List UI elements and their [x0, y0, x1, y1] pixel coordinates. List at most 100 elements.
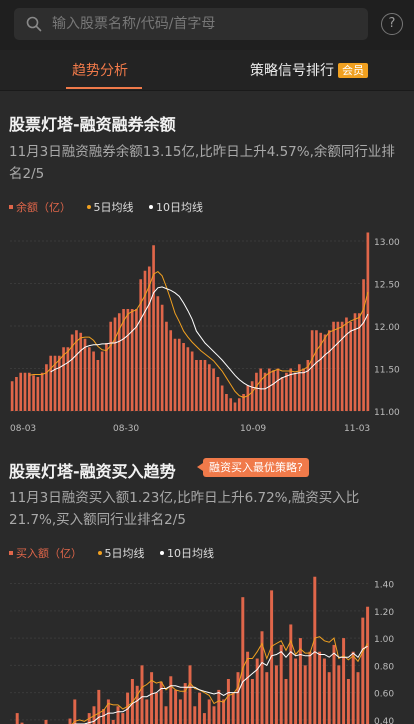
bar — [126, 309, 130, 411]
bar — [336, 321, 340, 411]
bar — [332, 644, 336, 724]
bar — [96, 360, 100, 411]
bar — [285, 372, 288, 411]
ma10-line — [50, 286, 369, 390]
bar — [340, 321, 344, 411]
y-tick-label: 12.00 — [374, 323, 400, 333]
search-box[interactable] — [14, 8, 368, 40]
bar — [10, 381, 14, 411]
bar — [130, 309, 134, 411]
bar — [62, 347, 65, 411]
bar — [357, 313, 361, 411]
x-tick-label: 10-09 — [240, 424, 266, 434]
bar — [182, 343, 185, 411]
bar — [237, 398, 241, 411]
bar — [122, 309, 125, 411]
bar — [177, 338, 181, 411]
bar — [15, 377, 18, 411]
bar — [178, 699, 182, 724]
bar — [40, 372, 44, 411]
bar — [351, 651, 355, 724]
bar — [276, 368, 280, 411]
bar — [154, 692, 158, 724]
bar — [233, 402, 237, 411]
legend-ma5: 5日均线 — [86, 201, 134, 214]
bar — [49, 355, 53, 411]
top-bar: ? — [0, 0, 414, 50]
y-tick-label: 13.00 — [374, 238, 400, 248]
bar — [195, 360, 198, 411]
bar — [236, 672, 240, 724]
tab-strategy-ranking-label: 策略信号排行 — [250, 63, 334, 79]
bar — [231, 692, 235, 724]
bar — [327, 330, 331, 411]
bar — [366, 606, 370, 724]
tab-bar: 趋势分析 策略信号排行 会员 — [0, 50, 414, 91]
bar — [156, 296, 160, 411]
bar — [53, 355, 57, 411]
bar — [265, 672, 269, 724]
margin-buy-legend: 买入额（亿） 5日均线 10日均线 — [9, 545, 226, 561]
bar — [293, 372, 297, 411]
bar — [241, 597, 245, 724]
bar — [272, 370, 275, 411]
bar — [313, 576, 317, 724]
best-strategy-button[interactable]: 融资买入最优策略? — [197, 458, 309, 477]
bar — [19, 372, 23, 411]
bar — [345, 317, 348, 411]
bar — [44, 719, 48, 724]
bar — [165, 321, 168, 411]
bar — [174, 689, 178, 724]
bar — [319, 332, 323, 411]
bar — [45, 364, 48, 411]
bar — [212, 368, 215, 411]
bar — [20, 722, 24, 724]
bar — [66, 347, 70, 411]
ma10-line — [74, 645, 368, 724]
bar — [160, 304, 164, 411]
bar — [109, 321, 113, 411]
bar — [83, 338, 87, 411]
bar — [298, 638, 302, 724]
bar — [198, 692, 202, 724]
bar — [102, 709, 106, 724]
bar — [274, 665, 278, 724]
bar — [280, 377, 284, 411]
bar — [220, 385, 224, 411]
bar — [121, 713, 125, 724]
ma5-line — [29, 270, 369, 398]
help-icon[interactable]: ? — [381, 13, 403, 35]
bar — [250, 679, 254, 724]
bar — [366, 232, 370, 411]
bar — [92, 706, 96, 724]
search-input[interactable] — [52, 8, 352, 40]
bar — [362, 279, 365, 411]
bar — [70, 334, 74, 411]
bar — [139, 279, 143, 411]
bar — [279, 644, 283, 724]
bar — [105, 343, 108, 411]
bar — [308, 651, 312, 724]
bar — [246, 651, 250, 724]
bar — [32, 375, 35, 411]
legend-balance: 余额（亿） — [9, 201, 71, 214]
y-tick-label: 0.60 — [374, 690, 394, 700]
bar — [322, 658, 326, 724]
legend-buy-ma10: 10日均线 — [160, 547, 214, 560]
bar — [318, 651, 322, 724]
bar — [306, 360, 310, 411]
bar — [229, 398, 233, 411]
bar — [212, 706, 216, 724]
bar — [202, 713, 206, 724]
bar — [346, 679, 350, 724]
bar — [186, 347, 190, 411]
bar — [92, 351, 95, 411]
x-tick-label: 08-30 — [113, 424, 139, 434]
bar — [188, 665, 192, 724]
bar — [260, 631, 264, 724]
tab-trend-analysis[interactable]: 趋势分析 — [72, 63, 128, 79]
bar — [135, 685, 139, 724]
bar — [222, 699, 226, 724]
tab-strategy-ranking[interactable]: 策略信号排行 会员 — [250, 60, 368, 80]
y-tick-label: 0.40 — [374, 717, 394, 724]
